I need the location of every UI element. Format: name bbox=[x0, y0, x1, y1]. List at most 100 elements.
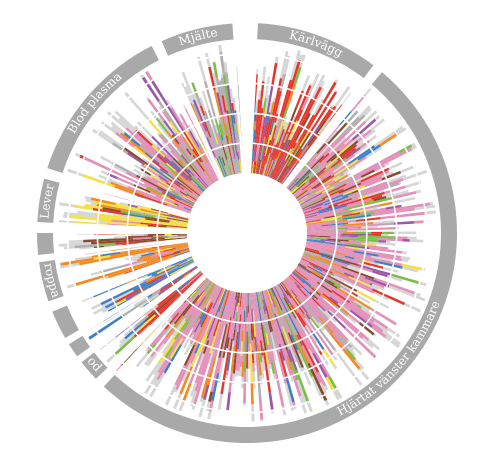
sector-separator bbox=[108, 273, 205, 368]
bar-segment bbox=[255, 162, 259, 174]
bar-segment bbox=[269, 101, 275, 119]
bar-segment bbox=[304, 334, 316, 352]
radial-bar bbox=[298, 172, 349, 203]
bar-segment bbox=[175, 285, 191, 299]
bar-segment bbox=[143, 234, 148, 236]
bar-segment bbox=[306, 225, 322, 228]
bar-segment bbox=[285, 290, 292, 299]
bar-segment bbox=[184, 300, 200, 322]
sector-separator bbox=[64, 172, 191, 216]
bar-segment bbox=[300, 259, 314, 268]
bar-segment bbox=[317, 371, 327, 387]
bar-segment bbox=[163, 119, 177, 137]
bar-segment bbox=[207, 325, 215, 341]
bar-segment bbox=[327, 271, 335, 277]
bar-segment bbox=[221, 95, 227, 113]
bar-segment bbox=[305, 313, 311, 320]
bar-segment bbox=[190, 301, 201, 316]
radial-bar bbox=[306, 217, 364, 226]
bar-segment bbox=[300, 191, 328, 207]
bar-segment bbox=[233, 123, 237, 138]
bar-segment bbox=[183, 271, 191, 278]
radial-bar bbox=[132, 244, 189, 257]
bar-segment bbox=[267, 326, 271, 336]
radial-bar bbox=[198, 291, 233, 418]
bar-segment bbox=[305, 169, 313, 177]
bar-segment bbox=[134, 314, 149, 328]
bar-segment bbox=[274, 113, 279, 123]
bar-segment bbox=[254, 120, 257, 131]
bar-segment bbox=[302, 112, 311, 127]
bar-segment bbox=[144, 194, 172, 206]
radial-bar bbox=[268, 288, 304, 373]
bar-segment bbox=[331, 285, 347, 297]
bar-segment bbox=[371, 233, 381, 237]
bar-segment bbox=[242, 322, 245, 345]
bar-segment bbox=[272, 145, 279, 161]
bar-segment bbox=[228, 299, 232, 308]
bar-segment bbox=[290, 165, 319, 193]
bar-segment bbox=[189, 172, 194, 178]
bar-segment bbox=[313, 350, 331, 378]
bar-segment bbox=[306, 221, 326, 225]
bar-segment bbox=[189, 290, 197, 299]
bar-segment bbox=[260, 155, 266, 175]
bar-segment bbox=[119, 250, 146, 258]
bar-segment bbox=[330, 155, 338, 162]
bar-segment bbox=[222, 334, 229, 358]
bar-segment bbox=[300, 125, 321, 154]
bar-segment bbox=[257, 124, 262, 145]
bar-segment bbox=[163, 344, 182, 374]
bar-segment bbox=[275, 321, 281, 336]
radial-bar bbox=[84, 195, 189, 221]
bar-segment bbox=[213, 330, 223, 359]
bar-segment bbox=[225, 139, 235, 175]
bar-segment bbox=[134, 239, 160, 243]
bar-segment bbox=[214, 119, 224, 145]
bar-segment bbox=[146, 260, 160, 266]
bar-segment bbox=[373, 164, 385, 172]
bar-segment bbox=[250, 382, 254, 405]
bar-segment bbox=[238, 314, 242, 328]
bar-segment bbox=[158, 266, 179, 277]
radial-bar bbox=[152, 282, 215, 376]
bar-segment bbox=[236, 302, 239, 313]
bar-segment bbox=[171, 190, 180, 196]
bar-segment bbox=[268, 288, 281, 317]
bar-segment bbox=[160, 198, 177, 207]
bar-segment bbox=[318, 166, 332, 178]
bar-segment bbox=[317, 160, 332, 173]
bar-segment bbox=[122, 259, 144, 268]
bar-segment bbox=[150, 337, 167, 358]
bar-segment bbox=[214, 315, 224, 344]
bar-segment bbox=[225, 72, 229, 85]
bar-segment bbox=[261, 140, 267, 162]
bar-segment bbox=[238, 160, 241, 174]
bar-segment bbox=[306, 232, 322, 234]
bar-segment bbox=[274, 120, 285, 146]
bar-segment bbox=[305, 246, 317, 251]
bar-segment bbox=[273, 286, 299, 333]
bar-segment bbox=[202, 284, 217, 308]
bar-segment bbox=[224, 159, 229, 168]
bar-segment bbox=[296, 285, 308, 298]
bar-segment bbox=[124, 207, 160, 216]
bar-segment bbox=[157, 100, 184, 138]
bar-segment bbox=[304, 144, 328, 170]
radial-bar bbox=[274, 87, 325, 181]
radial-bar bbox=[237, 292, 244, 376]
bar-segment bbox=[312, 266, 323, 272]
bar-segment bbox=[147, 328, 166, 350]
bar-segment bbox=[345, 246, 359, 250]
bar-segment bbox=[302, 208, 312, 213]
bar-segment bbox=[153, 271, 163, 278]
bar-segment bbox=[224, 112, 231, 137]
bar-segment bbox=[216, 132, 221, 141]
bar-segment bbox=[306, 241, 336, 248]
bar-segment bbox=[227, 318, 235, 351]
bar-segment bbox=[287, 276, 298, 287]
bar-segment bbox=[129, 223, 148, 227]
bar-segment bbox=[199, 352, 212, 386]
bar-segment bbox=[223, 96, 229, 111]
radial-bar bbox=[283, 280, 324, 331]
